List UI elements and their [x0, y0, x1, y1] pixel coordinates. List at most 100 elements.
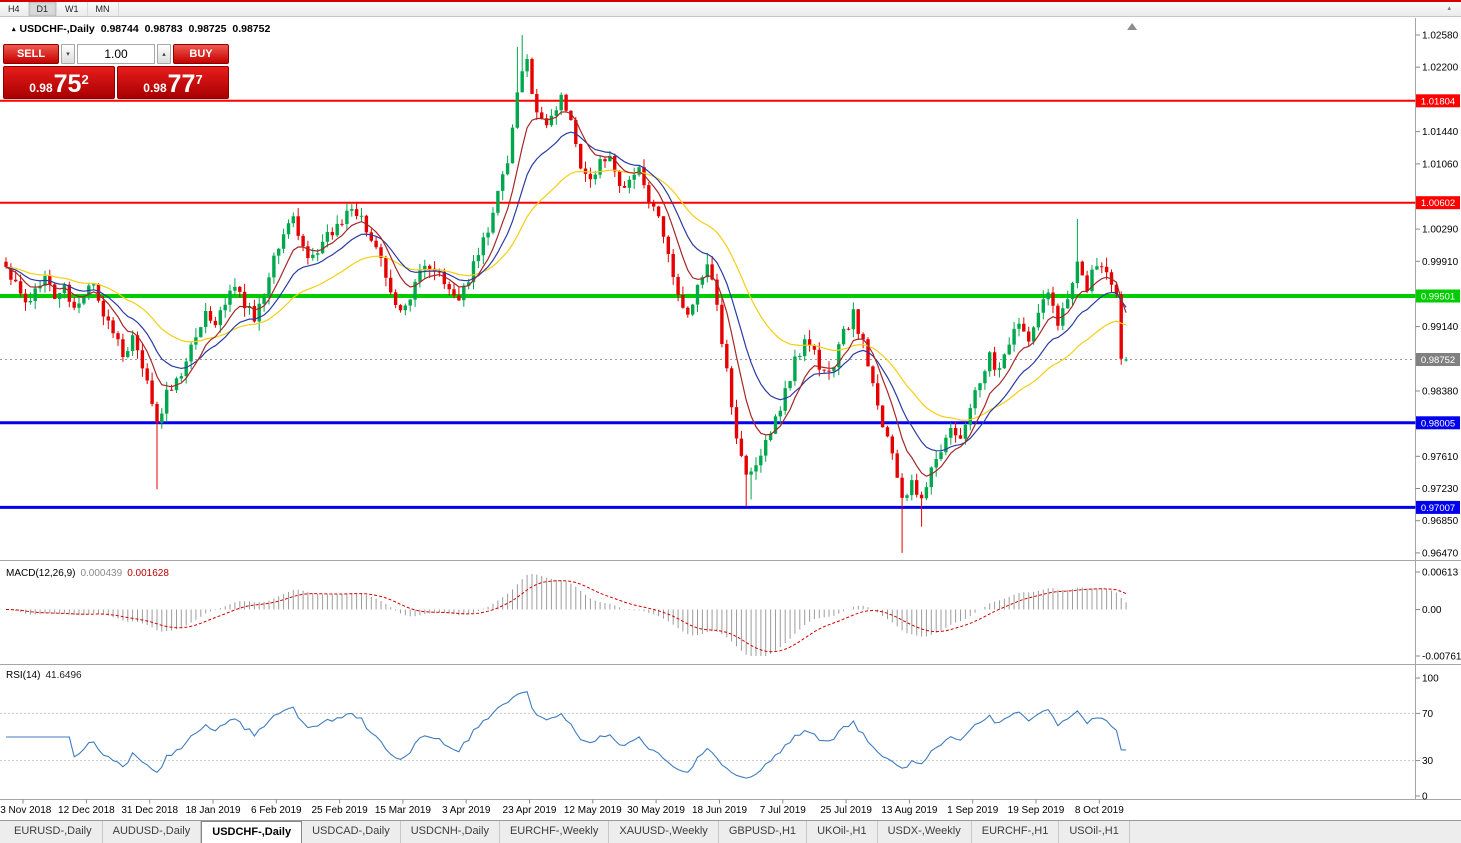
- volume-input[interactable]: 1.00: [77, 44, 155, 64]
- svg-text:0.96470: 0.96470: [1422, 548, 1459, 559]
- svg-text:12 Dec 2018: 12 Dec 2018: [58, 805, 115, 816]
- sell-price-button[interactable]: 0.98 75 2: [3, 66, 115, 99]
- pane-separators[interactable]: [0, 18, 1461, 800]
- svg-text:100: 100: [1422, 674, 1439, 685]
- buy-price-prefix: 0.98: [143, 81, 167, 95]
- svg-text:0.00: 0.00: [1422, 605, 1442, 616]
- chart-tab-eurusd-daily[interactable]: EURUSD-,Daily: [4, 821, 103, 843]
- svg-text:7 Jul 2019: 7 Jul 2019: [760, 805, 807, 816]
- svg-text:1.01804: 1.01804: [1421, 96, 1455, 107]
- chart-tab-usdchf-daily[interactable]: USDCHF-,Daily: [201, 821, 303, 843]
- price-axis[interactable]: 1.02580 1.02200 1.01440 1.01060 1.00290 0.999…: [1415, 31, 1461, 560]
- volume-decrease-button[interactable]: ▾: [61, 44, 75, 64]
- chart-tab-audusd-daily[interactable]: AUDUSD-,Daily: [103, 821, 202, 843]
- svg-text:0.97007: 0.97007: [1421, 503, 1455, 514]
- ma-34-line: [5, 169, 1127, 421]
- chart-tab-usdx-weekly[interactable]: USDX-,Weekly: [878, 821, 972, 843]
- svg-text:1.00602: 1.00602: [1421, 198, 1455, 209]
- date-axis[interactable]: 23 Nov 2018 12 Dec 2018 31 Dec 2018 18 Jan …: [0, 799, 1124, 817]
- rsi-name: RSI(14): [6, 670, 41, 681]
- timeframe-d1-button[interactable]: D1: [28, 2, 58, 16]
- svg-text:0.00613: 0.00613: [1422, 568, 1459, 579]
- svg-text:30: 30: [1422, 756, 1434, 767]
- rsi-value: 41.6496: [45, 670, 82, 681]
- svg-text:1.02200: 1.02200: [1422, 63, 1459, 74]
- svg-text:0.97230: 0.97230: [1422, 484, 1459, 495]
- timeframe-w1-button[interactable]: W1: [57, 2, 88, 16]
- chart-tabs-bar: EURUSD-,Daily AUDUSD-,Daily USDCHF-,Daily U…: [0, 820, 1461, 843]
- chart-tab-eurchf-weekly[interactable]: EURCHF-,Weekly: [500, 821, 610, 843]
- macd-indicator-label: MACD(12,26,9) 0.000439 0.001628: [6, 568, 169, 579]
- macd-signal-value: 0.001628: [127, 568, 169, 579]
- svg-text:0.98380: 0.98380: [1422, 387, 1459, 398]
- macd-axis: 0.00613 0.00 -0.00761: [1415, 568, 1461, 663]
- one-click-collapse-icon[interactable]: ▴: [12, 26, 16, 33]
- svg-text:13 Aug 2019: 13 Aug 2019: [881, 805, 938, 816]
- svg-text:18 Jan 2019: 18 Jan 2019: [185, 805, 240, 816]
- sell-button[interactable]: SELL: [3, 44, 59, 64]
- chart-end-marker-icon[interactable]: [1127, 23, 1138, 30]
- buy-price-big-digits: 77: [167, 70, 196, 98]
- svg-text:1.02580: 1.02580: [1422, 31, 1459, 42]
- chart-tab-ukoil-h1[interactable]: UKOil-,H1: [807, 821, 878, 843]
- toolbar-overflow-icon[interactable]: ▴: [1447, 5, 1451, 12]
- ma-16-line: [5, 131, 1127, 452]
- svg-text:3 Apr 2019: 3 Apr 2019: [442, 805, 491, 816]
- chart-tab-gbpusd-h1[interactable]: GBPUSD-,H1: [719, 821, 808, 843]
- chart-tab-eurchf-h1[interactable]: EURCHF-,H1: [972, 821, 1060, 843]
- svg-text:8 Oct 2019: 8 Oct 2019: [1075, 805, 1124, 816]
- svg-text:30 May 2019: 30 May 2019: [627, 805, 685, 816]
- svg-text:0.99910: 0.99910: [1422, 257, 1459, 268]
- chart-close-value: 0.98752: [232, 23, 271, 35]
- chart-low-value: 0.98725: [188, 23, 227, 35]
- svg-text:25 Jul 2019: 25 Jul 2019: [820, 805, 872, 816]
- svg-text:0.98005: 0.98005: [1421, 418, 1455, 429]
- volume-increase-button[interactable]: ▴: [157, 44, 171, 64]
- svg-text:1.01060: 1.01060: [1422, 159, 1459, 170]
- svg-text:-0.00761: -0.00761: [1422, 652, 1461, 663]
- buy-price-button[interactable]: 0.98 77 7: [117, 66, 229, 99]
- svg-text:23 Nov 2018: 23 Nov 2018: [0, 805, 52, 816]
- svg-text:6 Feb 2019: 6 Feb 2019: [251, 805, 302, 816]
- rsi-indicator-label: RSI(14) 41.6496: [6, 670, 82, 681]
- svg-text:0: 0: [1422, 792, 1428, 803]
- svg-text:0.97610: 0.97610: [1422, 452, 1459, 463]
- chart-canvas[interactable]: 1.02580 1.02200 1.01440 1.01060 1.00290 0.999…: [0, 2, 1461, 822]
- sell-price-pip-digit: 2: [81, 72, 89, 87]
- horizontal-level-lines[interactable]: [0, 99, 1416, 509]
- svg-text:12 May 2019: 12 May 2019: [564, 805, 622, 816]
- chart-tab-xauusd-weekly[interactable]: XAUUSD-,Weekly: [609, 821, 719, 843]
- timeframe-mn-button[interactable]: MN: [88, 2, 119, 16]
- chart-tab-usdcnh-daily[interactable]: USDCNH-,Daily: [401, 821, 500, 843]
- chart-symbol-label: USDCHF-,Daily: [19, 23, 95, 35]
- candlestick-series: [4, 35, 1128, 553]
- svg-text:1 Sep 2019: 1 Sep 2019: [947, 805, 999, 816]
- chart-high-value: 0.98783: [144, 23, 183, 35]
- chart-tab-usoil-h1[interactable]: USOil-,H1: [1059, 821, 1130, 843]
- timeframe-h4-button[interactable]: H4: [0, 2, 29, 16]
- svg-text:0.99501: 0.99501: [1421, 292, 1455, 303]
- rsi-pane: [0, 691, 1416, 779]
- rsi-axis: 100 70 30 0: [1415, 674, 1439, 803]
- macd-main-value: 0.000439: [80, 568, 123, 579]
- svg-text:0.99140: 0.99140: [1422, 322, 1459, 333]
- svg-text:1.00290: 1.00290: [1422, 225, 1459, 236]
- ma-8-line: [5, 111, 1127, 477]
- svg-text:1.01440: 1.01440: [1422, 127, 1459, 138]
- chart-title: ▴ USDCHF-,Daily 0.98744 0.98783 0.98725 0…: [12, 23, 273, 35]
- one-click-trading-panel: SELL ▾ 1.00 ▴ BUY 0.98 75 2 0.98 77 7: [3, 44, 229, 99]
- buy-price-pip-digit: 7: [195, 72, 203, 87]
- timeframe-toolbar: H4 D1 W1 MN ▴: [0, 2, 1461, 17]
- svg-text:70: 70: [1422, 709, 1434, 720]
- buy-button[interactable]: BUY: [173, 44, 229, 64]
- svg-text:18 Jun 2019: 18 Jun 2019: [692, 805, 747, 816]
- svg-text:0.96850: 0.96850: [1422, 516, 1459, 527]
- svg-text:0.98752: 0.98752: [1421, 355, 1455, 366]
- svg-text:15 Mar 2019: 15 Mar 2019: [375, 805, 432, 816]
- chart-tab-usdcad-daily[interactable]: USDCAD-,Daily: [302, 821, 401, 843]
- macd-name: MACD(12,26,9): [6, 568, 76, 579]
- svg-text:23 Apr 2019: 23 Apr 2019: [503, 805, 557, 816]
- chart-open-value: 0.98744: [100, 23, 139, 35]
- svg-text:19 Sep 2019: 19 Sep 2019: [1008, 805, 1065, 816]
